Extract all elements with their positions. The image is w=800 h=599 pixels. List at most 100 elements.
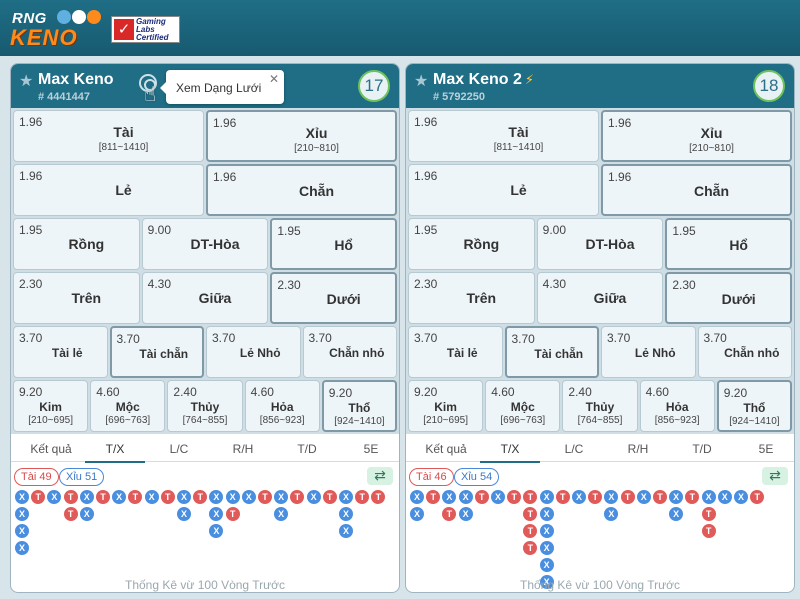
bet-option[interactable]: 4.60 Mộc [696~763] bbox=[90, 380, 166, 432]
bet-name: Chẵn bbox=[299, 183, 334, 199]
swap-view-button[interactable]: ⇄ bbox=[762, 467, 788, 485]
tab-2[interactable]: L/C bbox=[169, 442, 189, 456]
bet-option[interactable]: 2.40 Thủy [764~855] bbox=[562, 380, 638, 432]
bet-name: Thổ bbox=[743, 401, 766, 415]
bet-option[interactable]: 1.95 Hổ bbox=[270, 218, 397, 270]
bet-option[interactable]: 3.70 Lẻ Nhỏ bbox=[601, 326, 696, 378]
checkmark-icon: ✓ bbox=[114, 19, 134, 40]
bet-name: Trên bbox=[466, 290, 497, 306]
tab-0[interactable]: Kết quả bbox=[425, 442, 467, 456]
bet-option[interactable]: 4.60 Mộc [696~763] bbox=[485, 380, 561, 432]
bet-option[interactable]: 9.20 Thổ [924~1410] bbox=[321, 380, 397, 432]
bet-option[interactable]: 9.20 Kim [210~695] bbox=[408, 380, 484, 432]
road-ball: X bbox=[112, 490, 127, 504]
tab-3[interactable]: R/H bbox=[627, 442, 649, 456]
bet-grid: 1.96 Tài [811~1410] 1.96 Xỉu [210~810] 1.96 Lẻ 1… bbox=[406, 108, 794, 434]
road-ball: T bbox=[63, 490, 78, 504]
bet-option[interactable]: 1.96 Xỉu [210~810] bbox=[601, 110, 792, 162]
bet-option[interactable]: 9.20 Kim [210~695] bbox=[13, 380, 89, 432]
bet-option[interactable]: 1.96 Lẻ bbox=[13, 164, 204, 216]
bet-option[interactable]: 1.95 Hổ bbox=[665, 218, 792, 270]
bet-option[interactable]: 1.96 Chẵn bbox=[601, 164, 792, 216]
bet-range: [811~1410] bbox=[493, 142, 544, 153]
bet-option[interactable]: 2.30 Dưới bbox=[270, 272, 397, 324]
road-ball: X bbox=[339, 490, 353, 504]
bet-option[interactable]: 3.70 Tài chẵn bbox=[504, 326, 599, 378]
favorite-star-icon[interactable]: ★ bbox=[19, 73, 34, 90]
close-icon[interactable]: ✕ bbox=[268, 72, 279, 86]
bet-option[interactable]: 3.70 Tài lẻ bbox=[408, 326, 503, 378]
bet-option[interactable]: 4.30 Giữa bbox=[141, 272, 269, 324]
grid-view-icon[interactable] bbox=[139, 74, 157, 92]
bet-option[interactable]: 4.60 Hỏa [856~923] bbox=[639, 380, 715, 432]
bet-option[interactable]: 3.70 Chẵn nhỏ bbox=[697, 326, 792, 378]
tab-3[interactable]: R/H bbox=[232, 442, 254, 456]
bet-option[interactable]: 4.30 Giữa bbox=[536, 272, 664, 324]
bet-range: [210~810] bbox=[689, 143, 734, 154]
bet-odds: 3.70 bbox=[308, 331, 332, 345]
bet-option[interactable]: 1.96 Tài [811~1410] bbox=[408, 110, 599, 162]
bet-option[interactable]: 2.30 Dưới bbox=[665, 272, 792, 324]
tab-1[interactable]: T/X bbox=[83, 442, 147, 463]
tab-5[interactable]: 5E bbox=[363, 442, 379, 456]
bet-odds: 1.96 bbox=[608, 170, 632, 184]
bet-option[interactable]: 3.70 Lẻ Nhỏ bbox=[206, 326, 301, 378]
road-ball: X bbox=[15, 490, 29, 504]
bet-grid: 1.96 Tài [811~1410] 1.96 Xỉu [210~810] 1.96 Lẻ 1… bbox=[11, 108, 399, 434]
xiu-count-badge: Xỉu 54 bbox=[454, 468, 500, 486]
bet-range: [764~855] bbox=[577, 415, 623, 426]
tab-4[interactable]: T/D bbox=[692, 442, 712, 456]
road-ball: X bbox=[274, 490, 289, 504]
road-ball: T bbox=[258, 490, 272, 504]
bet-option[interactable]: 4.60 Hỏa [856~923] bbox=[244, 380, 320, 432]
bet-option[interactable]: 1.96 Lẻ bbox=[408, 164, 599, 216]
tab-2[interactable]: L/C bbox=[564, 442, 584, 456]
bet-option[interactable]: 3.70 Tài chẵn bbox=[109, 326, 204, 378]
tab-5[interactable]: 5E bbox=[758, 442, 774, 456]
bet-odds: 3.70 bbox=[414, 331, 438, 345]
bet-range: [696~763] bbox=[105, 415, 151, 426]
bet-option[interactable]: 2.30 Trên bbox=[408, 272, 535, 324]
road-ball: X bbox=[604, 507, 619, 521]
bet-name: Xỉu bbox=[700, 125, 723, 141]
bet-option[interactable]: 3.70 Tài lẻ bbox=[13, 326, 108, 378]
bet-name: Lẻ bbox=[115, 182, 132, 198]
tab-1[interactable]: T/X bbox=[478, 442, 542, 463]
bet-range: [210~695] bbox=[423, 415, 468, 426]
road-ball: X bbox=[669, 507, 684, 521]
bet-odds: 1.96 bbox=[213, 170, 237, 184]
bet-option[interactable]: 2.30 Trên bbox=[13, 272, 140, 324]
bet-option[interactable]: 9.00 DT-Hòa bbox=[141, 218, 269, 270]
bet-option[interactable]: 1.96 Chẵn bbox=[206, 164, 397, 216]
bet-option[interactable]: 1.95 Rồng bbox=[13, 218, 140, 270]
road-ball: T bbox=[701, 507, 716, 521]
bet-option[interactable]: 1.95 Rồng bbox=[408, 218, 535, 270]
bet-odds: 1.96 bbox=[608, 116, 632, 130]
road-ball: X bbox=[539, 575, 554, 589]
bet-odds: 3.70 bbox=[607, 331, 631, 345]
road-ball: X bbox=[410, 507, 424, 521]
bet-option[interactable]: 2.40 Thủy [764~855] bbox=[167, 380, 243, 432]
bet-option[interactable]: 1.96 Tài [811~1410] bbox=[13, 110, 204, 162]
bet-option[interactable]: 9.00 DT-Hòa bbox=[536, 218, 664, 270]
round-id: # 5792250 bbox=[433, 91, 485, 103]
pointer-hand-icon: ☝ bbox=[144, 84, 157, 106]
bet-name: Hỏa bbox=[270, 400, 294, 414]
road-ball: T bbox=[523, 541, 538, 555]
road-ball: T bbox=[588, 490, 603, 504]
stats-footer: Thống Kê vừ 100 Vòng Trước bbox=[519, 578, 681, 592]
bet-option[interactable]: 9.20 Thổ [924~1410] bbox=[716, 380, 792, 432]
swap-view-button[interactable]: ⇄ bbox=[367, 467, 393, 485]
bet-name: Tài chẵn bbox=[534, 347, 584, 361]
favorite-star-icon[interactable]: ★ bbox=[414, 73, 429, 90]
bet-range: [856~923] bbox=[654, 415, 700, 426]
tab-0[interactable]: Kết quả bbox=[30, 442, 72, 456]
bet-odds: 2.30 bbox=[672, 278, 696, 292]
bet-name: Dưới bbox=[721, 291, 756, 307]
road-ball: X bbox=[410, 490, 424, 504]
countdown-timer: 18 bbox=[753, 70, 785, 102]
bet-odds: 3.70 bbox=[511, 332, 535, 346]
bet-option[interactable]: 3.70 Chẵn nhỏ bbox=[302, 326, 397, 378]
tab-4[interactable]: T/D bbox=[297, 442, 317, 456]
bet-option[interactable]: 1.96 Xỉu [210~810] bbox=[206, 110, 397, 162]
